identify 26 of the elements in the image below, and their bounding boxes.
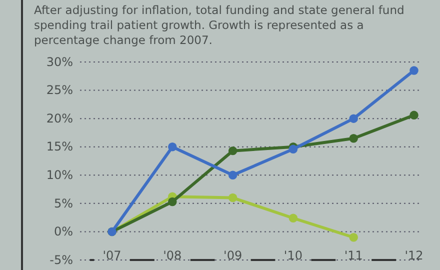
y-tick-label: 10% [46, 168, 73, 182]
y-tick-label: 5% [54, 196, 73, 210]
point [349, 114, 358, 123]
y-tick-label: 30% [46, 54, 73, 69]
point [228, 146, 238, 156]
point [228, 170, 238, 180]
point [168, 197, 177, 206]
y-tick-label: 15% [46, 140, 73, 154]
x-tick-label: '11 [344, 248, 363, 262]
point [228, 193, 238, 202]
x-tick-label: '12 [404, 248, 424, 262]
point [288, 214, 298, 222]
y-tick-label: -5% [50, 252, 73, 267]
x-tick-label: '07 [102, 248, 122, 262]
chart-subtitle: After adjusting for inflation, total funding and state general fund spending trail patient growth. Growth is represented as a percentage change from 2007. [34, 3, 404, 47]
point [168, 142, 177, 152]
point [410, 66, 418, 75]
point [410, 110, 418, 120]
y-tick-label: 20% [46, 111, 73, 126]
y-tick-label: 25% [46, 83, 73, 98]
point [349, 134, 358, 143]
y-tick-label: 0% [54, 224, 73, 239]
x-tick-label: '08 [163, 248, 182, 262]
x-tick-label: '10 [284, 248, 302, 262]
x-tick-label: '09 [224, 248, 242, 262]
point [349, 233, 358, 242]
